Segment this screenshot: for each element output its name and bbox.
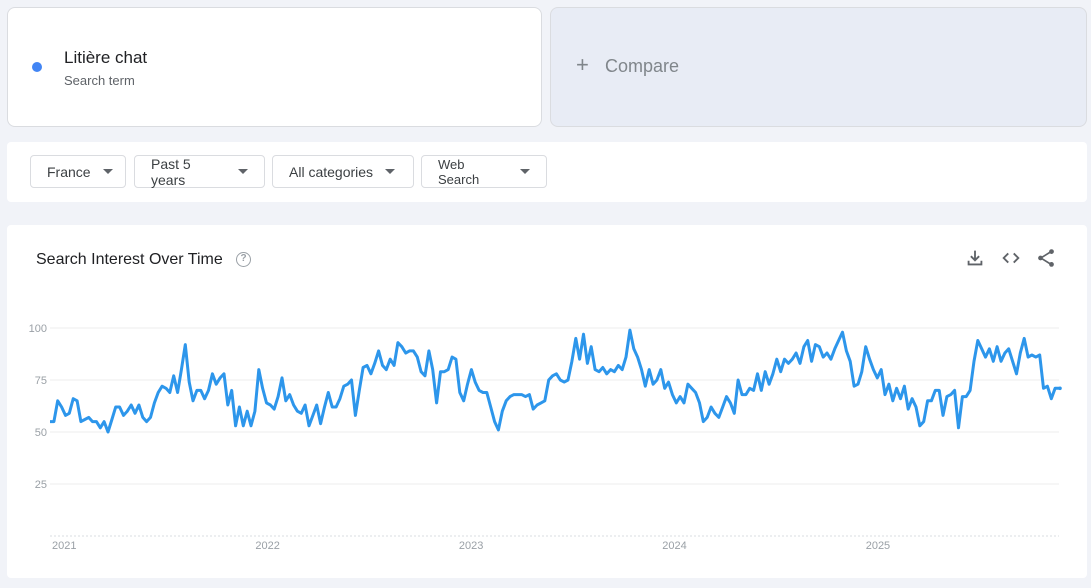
y-tick-label: 100 xyxy=(29,323,47,335)
download-icon[interactable] xyxy=(964,247,986,269)
share-icon[interactable] xyxy=(1035,247,1057,269)
series-color-dot xyxy=(32,62,42,72)
x-tick-label: 2021 xyxy=(52,540,76,552)
chart-title: Search Interest Over Time xyxy=(36,251,223,268)
x-tick-label: 2023 xyxy=(459,540,483,552)
compare-button[interactable]: + Compare xyxy=(550,7,1087,127)
x-axis-ticks: 2021 2022 2023 2024 2025 xyxy=(52,540,890,552)
x-tick-label: 2022 xyxy=(255,540,279,552)
series-last-point[interactable] xyxy=(1058,386,1062,391)
caret-down-icon xyxy=(385,169,396,174)
caret-down-icon xyxy=(238,169,248,174)
series-line[interactable] xyxy=(50,328,1059,434)
category-value: All categories xyxy=(289,163,374,180)
y-tick-label: 50 xyxy=(35,427,47,439)
x-tick-label: 2025 xyxy=(866,540,890,552)
y-axis-ticks: 25 50 75 100 xyxy=(29,323,47,491)
search-term-subtitle: Search term xyxy=(64,73,135,88)
x-tick-label: 2024 xyxy=(662,540,686,552)
chart-series xyxy=(50,328,1062,434)
caret-down-icon xyxy=(520,169,530,174)
search-term-name[interactable]: Litière chat xyxy=(64,48,148,67)
compare-label: Compare xyxy=(605,56,680,76)
plus-icon: + xyxy=(576,52,589,77)
region-dropdown[interactable]: France xyxy=(30,155,126,188)
interest-line-chart[interactable]: 25 50 75 100 2021 2022 2023 2024 2025 xyxy=(7,225,1087,578)
category-dropdown[interactable]: All categories xyxy=(272,155,414,188)
chart-gridlines xyxy=(50,327,1059,537)
search-term-card[interactable]: Litière chat Search term xyxy=(7,7,542,127)
filter-bar: France Past 5 years All categories Web S… xyxy=(7,142,1087,202)
y-tick-label: 25 xyxy=(35,479,47,491)
property-dropdown[interactable]: Web Search xyxy=(421,155,547,188)
help-icon[interactable]: ? xyxy=(236,252,251,267)
period-dropdown[interactable]: Past 5 years xyxy=(134,155,265,188)
embed-icon[interactable] xyxy=(1000,247,1022,269)
caret-down-icon xyxy=(102,169,113,174)
period-value: Past 5 years xyxy=(151,155,191,188)
region-value: France xyxy=(47,163,91,180)
y-tick-label: 75 xyxy=(35,375,47,387)
property-value: Web Search xyxy=(438,156,480,187)
